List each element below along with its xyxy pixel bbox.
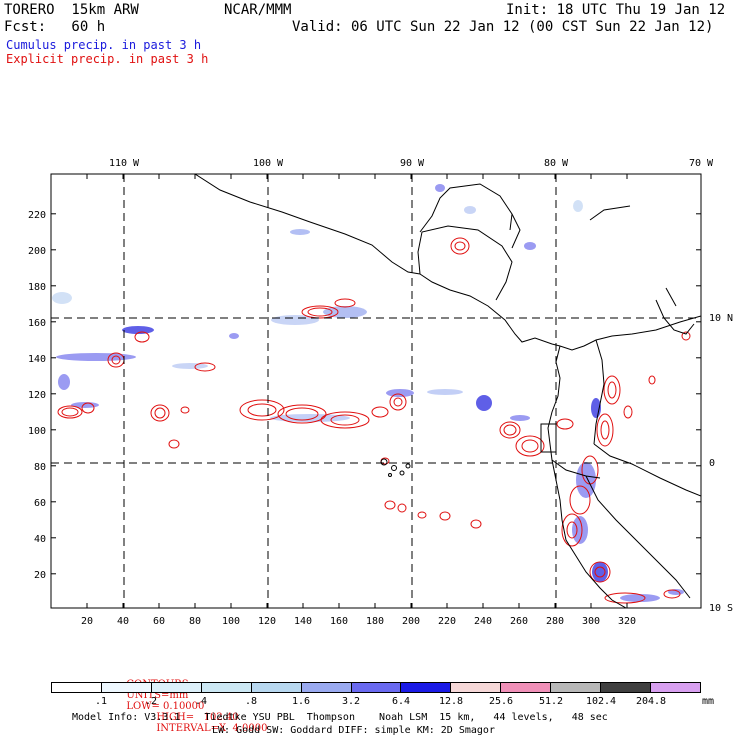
longitude-label: 70 W (689, 158, 714, 169)
colorbar-tick-label: 12.8 (438, 696, 464, 707)
x-tick-label: 120 (258, 616, 276, 627)
colorbar-tick-label: .1 (94, 696, 108, 707)
x-tick-label: 320 (618, 616, 636, 627)
x-tick-label: 240 (474, 616, 492, 627)
colorbar-tick-label: 25.6 (488, 696, 514, 707)
model-info: Model Info: V3.3.1 Tiedtke YSU PBL Thomp… (72, 712, 608, 723)
x-tick-label: 180 (366, 616, 384, 627)
y-tick-label: 200 (28, 246, 46, 257)
contours-low: LOW= 0.10000 (126, 701, 205, 712)
colorbar-tick-label: .4 (194, 696, 208, 707)
latitude-label: 10 S (709, 603, 733, 614)
contours-units: UNITS=mm (126, 690, 189, 701)
y-tick-label: 40 (34, 534, 46, 545)
model-title: TORERO 15km ARW (4, 2, 139, 18)
colorbar-swatch (501, 683, 552, 692)
colorbar-tick-label: 204.8 (635, 696, 667, 707)
legend-cumulus: Cumulus precip. in past 3 h (6, 38, 202, 52)
y-tick-label: 120 (28, 390, 46, 401)
x-tick-label: 220 (438, 616, 456, 627)
colorbar-tick-label: 51.2 (538, 696, 564, 707)
colorbar-swatch (651, 683, 700, 692)
colorbar-tick-label: 6.4 (391, 696, 411, 707)
x-tick-label: 200 (402, 616, 420, 627)
colorbar-swatch (52, 683, 102, 692)
contours-interval: INTERVAL=X 4.0000 (156, 723, 268, 734)
colorbar-swatch (201, 683, 252, 692)
colorbar-swatch (601, 683, 652, 692)
y-tick-label: 140 (28, 354, 46, 365)
colorbar-swatch (301, 683, 352, 692)
longitude-label: 100 W (253, 158, 284, 169)
colorbar-swatch (351, 683, 402, 692)
longitude-label: 110 W (109, 158, 140, 169)
colorbar-labels: .1 .2 .4 .8 1.6 3.2 6.4 12.8 25.6 51.2 102.4 204.8 (51, 696, 701, 708)
colorbar-swatch (101, 683, 152, 692)
x-tick-label: 40 (117, 616, 129, 627)
coastlines (194, 174, 701, 608)
x-tick-label: 100 (222, 616, 240, 627)
colorbar-swatch (251, 683, 302, 692)
colorbar-swatch (151, 683, 202, 692)
galapagos-islands (380, 458, 411, 477)
contours-high: HIGH= 102.40 (156, 712, 239, 723)
colorbar-tick-label: .2 (144, 696, 158, 707)
colorbar-tick-label: .8 (244, 696, 258, 707)
axis-ticks: 20 40 60 80 100 120 140 160 180 200 220 240 260 280 30… (28, 158, 733, 627)
y-tick-label: 60 (34, 498, 46, 509)
y-tick-label: 80 (34, 462, 46, 473)
colorbar-swatch (401, 683, 452, 692)
colorbar-tick-label: 102.4 (585, 696, 617, 707)
explicit-precip-contours (57, 237, 691, 604)
y-tick-label: 160 (28, 318, 46, 329)
y-tick-label: 100 (28, 426, 46, 437)
longitude-label: 80 W (544, 158, 569, 169)
colorbar-swatch (451, 683, 502, 692)
forecast-hour: Fcst: 60 h (4, 19, 106, 35)
colorbar-unit: mm (702, 696, 715, 707)
physics-info: LW: Godd SW: Goddard DIFF: simple KM: 2D… (212, 725, 495, 736)
valid-time: Valid: 06 UTC Sun 22 Jan 12 (00 CST Sun … (292, 19, 714, 35)
legend-explicit: Explicit precip. in past 3 h (6, 52, 209, 66)
y-tick-label: 20 (34, 570, 46, 581)
x-tick-label: 140 (294, 616, 312, 627)
colorbar-tick-label: 3.2 (341, 696, 361, 707)
longitude-label: 90 W (400, 158, 425, 169)
init-time: Init: 18 UTC Thu 19 Jan 12 (506, 2, 726, 18)
x-tick-label: 300 (582, 616, 600, 627)
y-tick-label: 180 (28, 282, 46, 293)
colorbar-tick-label: 1.6 (291, 696, 311, 707)
colorbar (51, 682, 701, 693)
x-tick-label: 20 (81, 616, 93, 627)
latitude-label: 0 (709, 458, 715, 469)
cumulus-precip-areas (52, 184, 684, 602)
x-tick-label: 260 (510, 616, 528, 627)
latitude-label: 10 N (709, 313, 733, 324)
lat-lon-grid (51, 174, 701, 608)
x-tick-label: 280 (546, 616, 564, 627)
x-tick-label: 160 (330, 616, 348, 627)
x-tick-label: 60 (153, 616, 165, 627)
x-tick-label: 80 (189, 616, 201, 627)
map-frame (50, 173, 702, 609)
colorbar-swatch (551, 683, 602, 692)
org-label: NCAR/MMM (224, 2, 292, 18)
y-tick-label: 220 (28, 210, 46, 221)
